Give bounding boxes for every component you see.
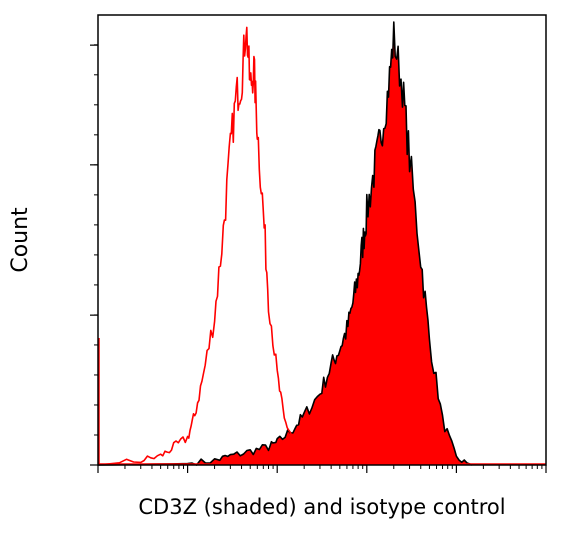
y-axis-ticks (90, 44, 98, 466)
x-axis-ticks (97, 465, 547, 473)
series-0-edge (97, 21, 473, 466)
plot-frame (97, 14, 547, 466)
x-axis-label: CD3Z (shaded) and isotype control (138, 495, 505, 519)
series-layer (97, 21, 546, 466)
y-axis-label: Count (8, 207, 33, 273)
series-1-line (97, 26, 367, 466)
